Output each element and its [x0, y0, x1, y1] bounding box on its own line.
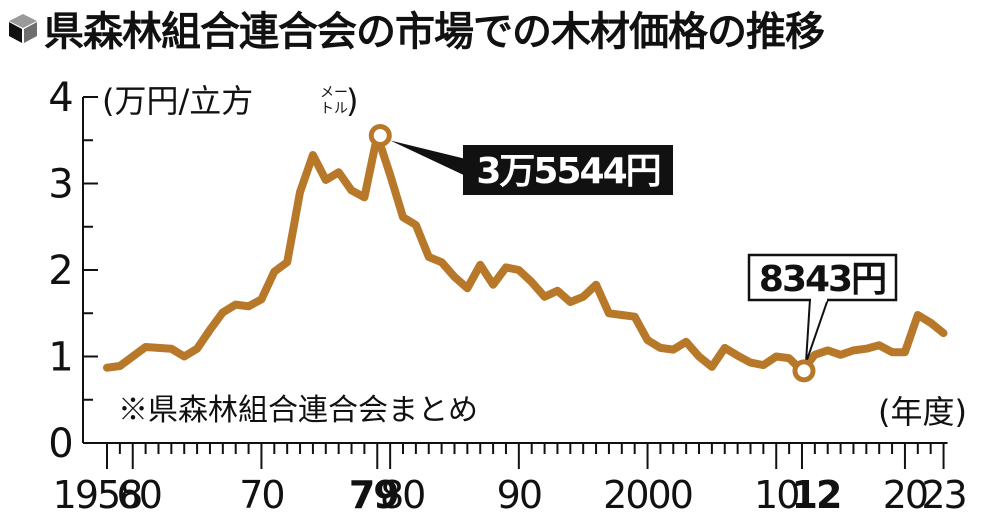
y-tick-label: 1 [48, 335, 73, 381]
x-tick-label: 1958 [53, 473, 142, 517]
x-tick-label: 20 [883, 473, 927, 517]
y-tick-label: 3 [48, 162, 73, 208]
y-axis-unit-small-top: メー [320, 85, 348, 101]
x-tick-label: 90 [497, 473, 541, 517]
x-axis-unit-label: (年度) [878, 393, 967, 431]
x-tick-label: 80 [380, 473, 424, 517]
y-axis-unit-label: (万円/立方 [102, 82, 253, 120]
y-axis-unit-small-bottom: トル [320, 101, 348, 117]
source-note: ※県森林組合連合会まとめ [118, 393, 478, 428]
y-tick-label: 2 [48, 248, 73, 294]
low-marker [792, 359, 816, 383]
peak-marker [368, 124, 392, 148]
x-tick-label: 2000 [603, 473, 692, 517]
peak-callout-box [463, 145, 673, 195]
low-callout-label: 8343円 [759, 259, 885, 300]
x-tick-label: 12 [792, 473, 841, 517]
chart-title: 県森林組合連合会の市場での木材価格の推移 [6, 2, 825, 55]
cube-icon [9, 14, 37, 43]
x-tick-label: 60 [117, 473, 161, 517]
y-tick-label: 0 [48, 421, 73, 467]
x-tick-label: 10 [754, 473, 798, 517]
peak-callout-label: 3万5544円 [476, 151, 659, 192]
low-callout-box [747, 253, 898, 302]
y-tick-label: 4 [48, 75, 73, 121]
x-tick-label: 23 [921, 473, 965, 517]
chart-title-text: 県森林組合連合会の市場での木材価格の推移 [44, 9, 825, 55]
peak-callout-pointer [390, 140, 470, 178]
y-axis-unit-close: ) [346, 82, 358, 120]
x-tick-label: 70 [239, 473, 283, 517]
x-tick-label: 79 [349, 473, 398, 517]
